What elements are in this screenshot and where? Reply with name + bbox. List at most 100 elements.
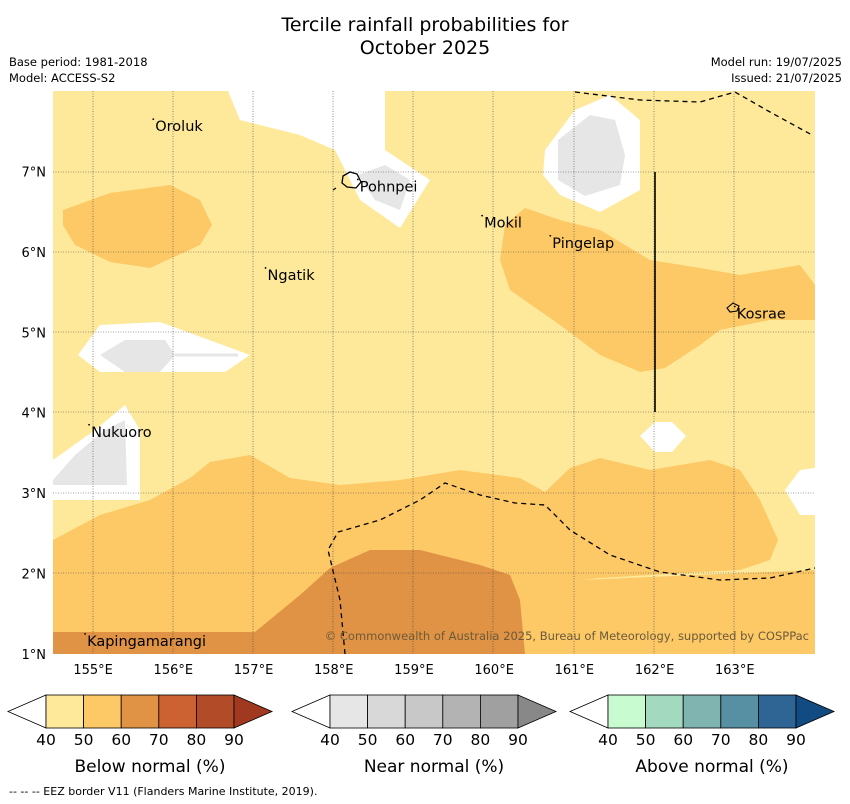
model-run: Model run: 19/07/2025: [710, 55, 842, 69]
lon-tick-label: 162°E: [635, 663, 675, 678]
lon-tick-label: 157°E: [234, 663, 274, 678]
place-marker-kosrae: [733, 305, 736, 308]
colorbar-min-arrow: [568, 694, 609, 729]
colorbar-max-arrow: [233, 694, 274, 729]
lon-tick-label: 163°E: [715, 663, 755, 678]
colorbar-segment: [479, 694, 519, 729]
colorbar-legends: 40 50 60 70 80 90 Below normal (%) 40 50 60 70 80 90…: [6, 694, 836, 777]
colorbar-tick: 70: [433, 731, 453, 749]
colorbar-tick: 40: [598, 731, 618, 749]
eez-footnote: -- -- -- EEZ border V11 (Flanders Marine…: [9, 785, 318, 798]
pohnpei-island-icon: [341, 171, 362, 189]
place-labels: Oroluk Pohnpei Mokil Pingelap Ngatik Kosrae Nu…: [84, 118, 786, 650]
near-normal-patch-1: [358, 165, 410, 210]
colorbar-segment: [607, 694, 646, 729]
meta-left: Base period: 1981-2018 Model: ACCESS-S2: [9, 54, 148, 86]
colorbar-tick: 50: [358, 731, 378, 749]
colorbar-segment: [195, 694, 235, 729]
issued-date: Issued: 21/07/2025: [731, 71, 842, 85]
model-name: Model: ACCESS-S2: [9, 71, 116, 85]
colorbar-tick: 40: [320, 731, 340, 749]
place-marker-ngatik: [264, 267, 267, 269]
place-marker-nukuoro: [88, 423, 90, 426]
kosrae-island-icon: [726, 302, 740, 313]
white-area-east: [640, 422, 686, 452]
lat-tick-label: 4°N: [22, 407, 47, 422]
title-line-2: October 2025: [359, 37, 491, 59]
colorbar-segment: [120, 694, 160, 729]
base-period: Base period: 1981-2018: [9, 55, 148, 69]
islet-mark: [332, 187, 337, 191]
colorbar-3: 40 50 60 70 80 90 Above normal (%): [568, 694, 836, 777]
place-label-nukuoro: Nukuoro: [91, 425, 152, 441]
place-label-pohnpei: Pohnpei: [360, 179, 418, 195]
gridlines: [53, 91, 815, 654]
latitude-ticks: 7°N 6°N 5°N 4°N 3°N 2°N 1°N: [22, 165, 47, 663]
place-label-ngatik: Ngatik: [268, 268, 316, 284]
colorbar-tick: 90: [786, 731, 806, 749]
near-normal-patch-4: [53, 420, 127, 485]
colorbar-1: 40 50 60 70 80 90 Below normal (%): [6, 694, 274, 777]
colorbar-tick: 90: [224, 731, 244, 749]
below-50-60-west: [63, 185, 212, 268]
lat-tick-label: 5°N: [22, 326, 47, 341]
colorbar-segment: [682, 694, 722, 729]
colorbar-segment: [158, 694, 197, 729]
colorbar-label: Near normal (%): [364, 757, 504, 777]
colorbar-tick: 80: [471, 731, 491, 749]
colorbar-segment: [442, 694, 481, 729]
colorbar-tick: 80: [187, 731, 207, 749]
colorbar-tick: 60: [673, 731, 693, 749]
lat-tick-label: 7°N: [22, 165, 47, 180]
map-fill: [53, 91, 815, 654]
lon-tick-label: 161°E: [555, 663, 595, 678]
colorbar-max-arrow: [795, 694, 836, 729]
lat-tick-label: 2°N: [22, 568, 47, 583]
place-marker-mokil: [481, 214, 484, 217]
place-label-pingelap: Pingelap: [552, 236, 614, 252]
place-label-oroluk: Oroluk: [155, 119, 203, 135]
below-50-60-east: [500, 208, 815, 372]
colorbar-label: Below normal (%): [75, 757, 226, 777]
colorbar-tick: 90: [508, 731, 528, 749]
lat-tick-label: 3°N: [22, 487, 47, 502]
colorbar-min-arrow: [6, 694, 47, 729]
place-label-kapingamarangi: Kapingamarangi: [87, 634, 206, 650]
place-label-mokil: Mokil: [484, 216, 522, 232]
colorbar-segment: [645, 694, 684, 729]
place-marker-kapingamarangi: [84, 632, 86, 635]
eez-borders: [327, 91, 816, 655]
colorbar-tick: 70: [711, 731, 731, 749]
lon-tick-label: 159°E: [394, 663, 434, 678]
meta-right: Model run: 19/07/2025 Issued: 21/07/2025: [711, 54, 842, 86]
colorbar-tick: 70: [149, 731, 169, 749]
map-title: Tercile rainfall probabilities for Octob…: [0, 14, 850, 60]
colorbar-tick: 80: [749, 731, 769, 749]
place-label-kosrae: Kosrae: [737, 307, 786, 323]
colorbar-segment: [45, 694, 84, 729]
copyright-notice: © Commonwealth of Australia 2025, Bureau…: [325, 629, 809, 643]
lon-tick-label: 156°E: [154, 663, 194, 678]
below-60-70-south: [53, 550, 525, 654]
colorbar-min-arrow: [290, 694, 331, 729]
colorbar-segment: [329, 694, 368, 729]
near-normal-patch-2: [558, 115, 625, 196]
colorbar-segment: [720, 694, 759, 729]
colorbar-label: Above normal (%): [635, 757, 788, 777]
colorbar-segment: [758, 694, 797, 729]
colorbar-tick: 60: [395, 731, 415, 749]
lon-tick-label: 160°E: [474, 663, 514, 678]
colorbar-max-arrow: [517, 694, 558, 729]
place-marker-pohnpei: [356, 178, 359, 181]
colorbar-tick: 40: [36, 731, 56, 749]
near-normal-patch-3: [100, 340, 175, 372]
longitude-ticks: 155°E 156°E 157°E 158°E 159°E 160°E 161°E 162°E…: [73, 663, 754, 678]
colorbar-segment: [83, 694, 122, 729]
colorbar-segment: [367, 694, 406, 729]
lat-tick-label: 1°N: [22, 648, 47, 663]
white-area-far-east: [785, 468, 815, 515]
colorbar-tick: 50: [74, 731, 94, 749]
place-marker-pingelap: [549, 234, 552, 237]
